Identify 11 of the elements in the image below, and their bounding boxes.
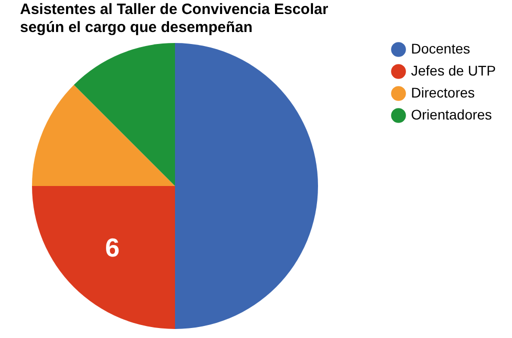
data-label: 6 — [105, 232, 120, 263]
pie-slice — [175, 43, 318, 329]
text: según el cargo que desempeñan — [20, 19, 253, 36]
pie-slice — [32, 186, 175, 329]
text: Asistentes al Taller de Convivencia Escolar — [20, 1, 328, 18]
legend-label: Docentes — [411, 40, 470, 56]
legend-label: Orientadores — [411, 106, 492, 122]
pie-slice — [32, 84, 175, 186]
legend-label: Directores — [411, 84, 475, 100]
legend-label: Jefes de UTP — [411, 62, 496, 78]
pie-slice — [74, 43, 175, 186]
